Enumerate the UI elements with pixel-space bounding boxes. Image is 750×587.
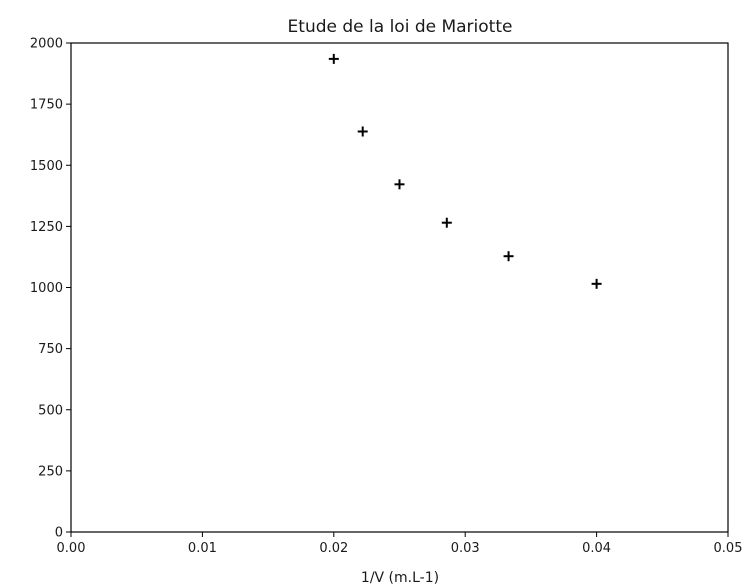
y-tick-label: 0 [55, 526, 63, 541]
x-tick-label: 0.00 [57, 541, 86, 556]
y-tick-label: 1250 [30, 220, 63, 235]
plot-area-frame [70, 42, 729, 533]
x-axis: 0.00 0.01 0.02 0.03 0.04 0.05 [57, 532, 743, 556]
y-tick-label: 1000 [30, 281, 63, 296]
data-points [328, 53, 602, 289]
y-tick-label: 750 [38, 342, 63, 357]
y-tick-label: 250 [38, 464, 63, 479]
data-point-marker [394, 179, 405, 190]
x-tick-label: 0.02 [319, 541, 348, 556]
data-point-marker [357, 126, 368, 137]
data-point-marker [591, 278, 602, 289]
x-tick-label: 0.04 [582, 541, 611, 556]
data-point-marker [441, 217, 452, 228]
chart-title: Etude de la loi de Mariotte [288, 17, 513, 37]
data-point-marker [503, 251, 514, 262]
x-tick-label: 0.01 [188, 541, 217, 556]
x-axis-label: 1/V (m.L-1) [361, 570, 439, 586]
y-tick-label: 2000 [30, 37, 63, 52]
x-tick-label: 0.03 [451, 541, 480, 556]
y-tick-label: 1750 [30, 98, 63, 113]
y-tick-label: 1500 [30, 159, 63, 174]
y-tick-label: 500 [38, 403, 63, 418]
x-tick-label: 0.05 [714, 541, 743, 556]
data-point-marker [328, 53, 339, 64]
y-axis: 0 250 500 750 1000 1250 1500 1750 2000 [30, 37, 71, 541]
